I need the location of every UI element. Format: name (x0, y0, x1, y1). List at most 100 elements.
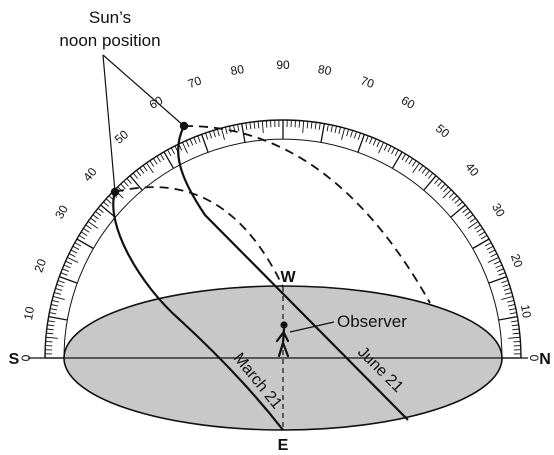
deg-label-90: 90 (276, 58, 290, 72)
protractor-tick (383, 143, 388, 151)
protractor-tick (56, 284, 64, 288)
observer-leader-line (289, 321, 335, 333)
protractor-tick (412, 162, 420, 174)
protractor-tick (241, 123, 246, 143)
protractor-tick (46, 332, 54, 335)
protractor-tick (511, 324, 519, 327)
protractor-tick (478, 231, 486, 236)
protractor-tick (149, 160, 155, 167)
protractor-tick (167, 149, 172, 157)
protractor-tick (48, 316, 68, 321)
protractor-tick (443, 186, 449, 193)
protractor-tick (357, 132, 361, 140)
deg-label-right-80: 80 (317, 62, 333, 78)
protractor-tick (123, 180, 129, 187)
protractor-tick (467, 221, 479, 229)
protractor-tick (401, 153, 406, 161)
protractor-tick (63, 264, 71, 269)
protractor-tick (253, 121, 256, 129)
protractor-tick (507, 304, 516, 307)
protractor-tick (85, 224, 92, 230)
protractor-tick (467, 214, 474, 220)
protractor-tick (224, 126, 228, 134)
protractor-tick (129, 175, 143, 191)
protractor-tick (334, 125, 337, 134)
protractor-tick (156, 155, 161, 163)
protractor-tick (205, 132, 209, 140)
protractor-tick (498, 272, 506, 276)
protractor-tick (83, 228, 90, 233)
deg-label-left-20: 20 (31, 257, 49, 275)
march-path-solid (112, 191, 284, 431)
protractor-tick (310, 121, 313, 129)
protractor-tick (369, 137, 373, 144)
protractor-tick (503, 287, 511, 291)
callout-line-march (102, 54, 116, 193)
protractor-tick (245, 122, 248, 130)
deg-label-right-40: 40 (462, 160, 482, 179)
protractor-tick (46, 328, 54, 331)
protractor-tick (209, 131, 213, 139)
protractor-tick (197, 135, 201, 143)
protractor-tick (421, 167, 427, 174)
protractor-tick (200, 134, 209, 153)
deg-label-left-0: 0 (19, 354, 33, 361)
protractor-tick (486, 245, 494, 250)
deg-label-right-20: 20 (508, 252, 526, 270)
protractor-tick (105, 198, 112, 204)
protractor-tick (50, 304, 59, 307)
protractor-tick (47, 324, 55, 327)
protractor-tick (365, 135, 369, 143)
protractor-tick (512, 328, 520, 331)
deg-label-left-70: 70 (186, 73, 204, 91)
protractor-tick (437, 180, 443, 187)
march-path-dashed (114, 186, 284, 288)
protractor-tick (511, 320, 519, 323)
protractor-tick (424, 170, 430, 177)
protractor-tick (132, 172, 138, 179)
deg-label-right-50: 50 (433, 121, 452, 141)
protractor-tick (497, 268, 504, 272)
protractor-tick (474, 224, 481, 230)
protractor-tick (142, 165, 148, 172)
protractor-tick (372, 138, 377, 146)
protractor-tick (442, 189, 452, 199)
protractor-tick (330, 125, 333, 133)
deg-label-right-30: 30 (489, 201, 508, 220)
protractor-tick (346, 129, 350, 137)
protractor-tick (59, 275, 78, 284)
protractor-tick (100, 204, 116, 218)
protractor-tick (136, 170, 142, 177)
protractor-tick (120, 183, 126, 190)
protractor-tick (76, 238, 94, 250)
protractor-tick (87, 221, 99, 229)
protractor-tick (153, 158, 158, 165)
protractor-tick (326, 124, 329, 132)
deg-label-right-0: 0 (527, 355, 541, 362)
protractor-tick (92, 214, 99, 220)
protractor-tick (469, 217, 476, 223)
protractor-tick (249, 122, 252, 130)
protractor-tick (394, 149, 399, 157)
protractor-tick (55, 287, 63, 291)
protractor-tick (476, 228, 483, 233)
protractor-tick (146, 162, 154, 174)
protractor-tick (68, 253, 76, 258)
protractor-tick (507, 299, 515, 303)
deg-label-left-80: 80 (230, 62, 246, 78)
south-label: S (9, 351, 20, 368)
protractor-tick (57, 280, 65, 284)
protractor-tick (508, 336, 521, 339)
protractor-tick (338, 126, 342, 134)
west-label: W (280, 269, 296, 286)
protractor-tick (502, 284, 510, 288)
protractor-tick (97, 207, 104, 213)
protractor-tick (302, 120, 305, 133)
deg-label-left-40: 40 (80, 165, 100, 184)
protractor-tick (193, 137, 197, 144)
protractor-ticks (45, 120, 521, 359)
protractor-tick (428, 172, 434, 179)
protractor-tick (387, 145, 392, 153)
june-path-solid (177, 125, 409, 421)
protractor-tick (220, 127, 225, 140)
